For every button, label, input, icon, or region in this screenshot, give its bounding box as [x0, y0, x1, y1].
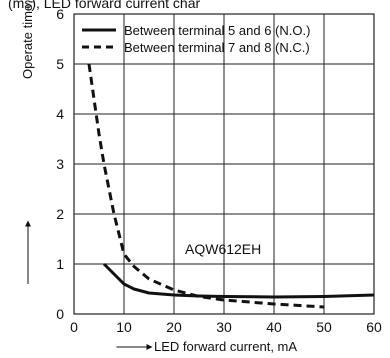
y-tick-label: 2 — [56, 206, 64, 222]
x-tick-label: 10 — [116, 319, 132, 335]
y-axis-label-group: Operate time, ms — [20, 0, 35, 284]
x-tick-label: 30 — [216, 319, 232, 335]
x-tick-label: 50 — [316, 319, 332, 335]
series-line-0 — [102, 262, 374, 299]
y-tick-label: 5 — [56, 56, 64, 72]
legend-label-nc: Between terminal 7 and 8 (N.C.) — [124, 40, 310, 55]
x-tick-label: 0 — [70, 319, 78, 335]
y-tick-label: 1 — [56, 256, 64, 272]
x-tick-label: 40 — [266, 319, 282, 335]
y-tick-label: 3 — [56, 156, 64, 172]
x-axis-arrowhead — [146, 344, 153, 350]
y-axis-arrowhead — [25, 220, 31, 227]
y-tick-label: 0 — [56, 306, 64, 322]
y-axis-label: Operate time, ms — [20, 0, 35, 79]
model-annotation: AQW612EH — [185, 241, 261, 257]
y-tick-labels: 0 1 2 3 4 5 6 — [56, 6, 64, 322]
x-tick-labels: 0 10 20 30 40 50 60 — [70, 319, 382, 335]
x-axis-label-group: LED forward current, mA — [116, 339, 297, 354]
grid-horizontal — [74, 63, 374, 265]
x-tick-label: 20 — [166, 319, 182, 335]
y-tick-label: 4 — [56, 106, 64, 122]
legend-label-no: Between terminal 5 and 6 (N.O.) — [124, 23, 310, 38]
legend: Between terminal 5 and 6 (N.O.) Between … — [82, 23, 310, 55]
series-line-1 — [87, 63, 325, 309]
header-fragment: (ms), LED forward current char — [8, 0, 200, 11]
x-axis-label: LED forward current, mA — [154, 339, 297, 354]
y-tick-label: 6 — [56, 6, 64, 22]
series-layer — [87, 63, 374, 309]
x-tick-label: 60 — [366, 319, 382, 335]
